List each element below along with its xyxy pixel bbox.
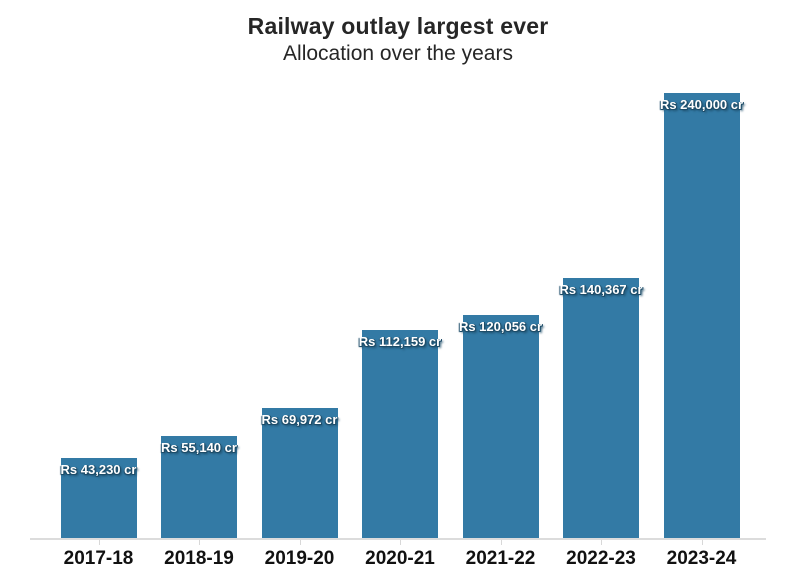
x-axis-label: 2022-23	[566, 548, 636, 569]
x-axis-tick	[500, 540, 502, 545]
x-axis-tick	[299, 540, 301, 545]
bar	[60, 458, 137, 538]
bar-value-label: Rs 55,140 cr	[161, 440, 237, 455]
x-axis-label: 2018-19	[164, 548, 234, 569]
x-axis-label: 2021-22	[465, 548, 536, 569]
chart-header: Railway outlay largest ever Allocation o…	[0, 12, 796, 67]
bar-value-label: Rs 120,056 cr	[458, 319, 543, 334]
bar-value-label: Rs 112,159 cr	[358, 334, 442, 349]
x-axis-line	[30, 538, 766, 540]
x-axis-tick	[601, 540, 602, 545]
x-axis-tick	[199, 540, 200, 545]
chart-subtitle: Allocation over the years	[283, 42, 513, 65]
bar-value-label: Rs 69,972 cr	[261, 412, 338, 427]
x-axis-label: 2020-21	[365, 548, 435, 569]
x-axis-label: 2017-18	[63, 548, 134, 569]
bar	[563, 278, 639, 538]
x-axis-label: 2023-24	[666, 548, 737, 569]
bar	[663, 93, 740, 538]
bar-value-label: Rs 240,000 cr	[659, 97, 744, 112]
bar-value-label: Rs 43,230 cr	[60, 462, 137, 477]
bar	[161, 436, 237, 538]
x-axis-tick	[400, 540, 401, 545]
bar	[462, 315, 539, 538]
x-axis-tick	[98, 540, 100, 545]
bar-value-label: Rs 140,367 cr	[559, 282, 643, 297]
x-axis-tick	[701, 540, 703, 545]
bar	[261, 408, 338, 538]
bar	[362, 330, 438, 538]
chart-title: Railway outlay largest ever	[247, 13, 549, 39]
x-axis-label: 2019-20	[264, 548, 335, 569]
